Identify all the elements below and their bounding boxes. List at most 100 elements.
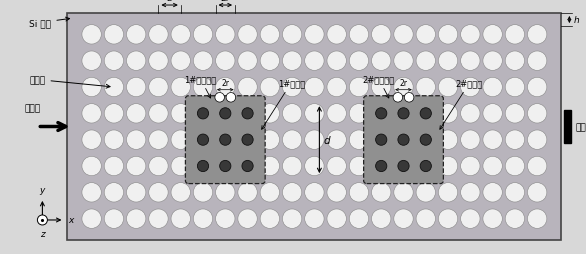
Text: Si 基底: Si 基底 <box>29 18 70 28</box>
Circle shape <box>193 52 213 71</box>
Circle shape <box>127 52 146 71</box>
Circle shape <box>398 135 409 146</box>
FancyBboxPatch shape <box>364 96 444 184</box>
Text: 2r: 2r <box>400 78 407 87</box>
Circle shape <box>527 26 547 45</box>
Circle shape <box>505 52 524 71</box>
Circle shape <box>483 131 502 150</box>
Text: 探测器: 探测器 <box>575 122 586 132</box>
Circle shape <box>527 52 547 71</box>
Circle shape <box>242 108 253 119</box>
Circle shape <box>438 104 458 123</box>
Circle shape <box>394 209 413 228</box>
Text: 2#磁流体: 2#磁流体 <box>440 79 483 130</box>
Circle shape <box>216 209 235 228</box>
Circle shape <box>483 52 502 71</box>
Circle shape <box>483 157 502 176</box>
Circle shape <box>527 131 547 150</box>
Circle shape <box>483 26 502 45</box>
Circle shape <box>220 161 231 172</box>
Circle shape <box>82 209 101 228</box>
Circle shape <box>282 104 302 123</box>
Circle shape <box>38 215 47 225</box>
Circle shape <box>127 78 146 97</box>
Circle shape <box>527 157 547 176</box>
Circle shape <box>349 209 369 228</box>
Text: 2r: 2r <box>222 78 229 87</box>
Circle shape <box>394 78 413 97</box>
Circle shape <box>216 78 235 97</box>
Circle shape <box>438 209 458 228</box>
Circle shape <box>260 78 280 97</box>
Circle shape <box>216 52 235 71</box>
Circle shape <box>438 131 458 150</box>
Circle shape <box>193 209 213 228</box>
Circle shape <box>327 157 346 176</box>
Circle shape <box>527 209 547 228</box>
Circle shape <box>149 26 168 45</box>
Circle shape <box>416 52 435 71</box>
Circle shape <box>215 93 224 103</box>
Circle shape <box>171 26 190 45</box>
Text: 2r: 2r <box>220 0 230 3</box>
Text: 空气孔: 空气孔 <box>29 76 110 89</box>
Text: a: a <box>167 0 172 3</box>
Circle shape <box>349 104 369 123</box>
Circle shape <box>220 108 231 119</box>
Circle shape <box>282 157 302 176</box>
Circle shape <box>82 157 101 176</box>
FancyBboxPatch shape <box>185 96 265 184</box>
Circle shape <box>238 209 257 228</box>
Circle shape <box>127 183 146 202</box>
Circle shape <box>260 209 280 228</box>
Circle shape <box>238 78 257 97</box>
Circle shape <box>226 93 236 103</box>
Circle shape <box>438 52 458 71</box>
Circle shape <box>127 157 146 176</box>
Circle shape <box>505 131 524 150</box>
Circle shape <box>149 104 168 123</box>
Circle shape <box>461 209 480 228</box>
Circle shape <box>372 52 391 71</box>
Circle shape <box>171 209 190 228</box>
Circle shape <box>149 209 168 228</box>
Circle shape <box>438 26 458 45</box>
Circle shape <box>327 26 346 45</box>
Circle shape <box>376 108 387 119</box>
Circle shape <box>104 26 124 45</box>
Circle shape <box>305 104 324 123</box>
Circle shape <box>416 209 435 228</box>
Circle shape <box>282 183 302 202</box>
Circle shape <box>82 52 101 71</box>
Circle shape <box>398 161 409 172</box>
Circle shape <box>193 183 213 202</box>
Circle shape <box>171 157 190 176</box>
Circle shape <box>82 26 101 45</box>
Circle shape <box>527 104 547 123</box>
Bar <box>564 111 571 143</box>
Circle shape <box>420 161 431 172</box>
Circle shape <box>305 183 324 202</box>
Text: x: x <box>69 216 74 225</box>
Circle shape <box>197 108 209 119</box>
Text: 1#填充区域: 1#填充区域 <box>185 75 217 99</box>
Text: z: z <box>40 229 45 238</box>
Circle shape <box>82 183 101 202</box>
Circle shape <box>461 104 480 123</box>
Circle shape <box>193 78 213 97</box>
Circle shape <box>327 104 346 123</box>
Circle shape <box>104 78 124 97</box>
Circle shape <box>104 131 124 150</box>
Circle shape <box>461 183 480 202</box>
Circle shape <box>461 26 480 45</box>
Circle shape <box>149 78 168 97</box>
Circle shape <box>404 93 414 103</box>
Circle shape <box>282 52 302 71</box>
Circle shape <box>376 135 387 146</box>
Circle shape <box>327 52 346 71</box>
Circle shape <box>305 52 324 71</box>
Circle shape <box>127 104 146 123</box>
Circle shape <box>349 26 369 45</box>
Circle shape <box>483 104 502 123</box>
Circle shape <box>104 52 124 71</box>
